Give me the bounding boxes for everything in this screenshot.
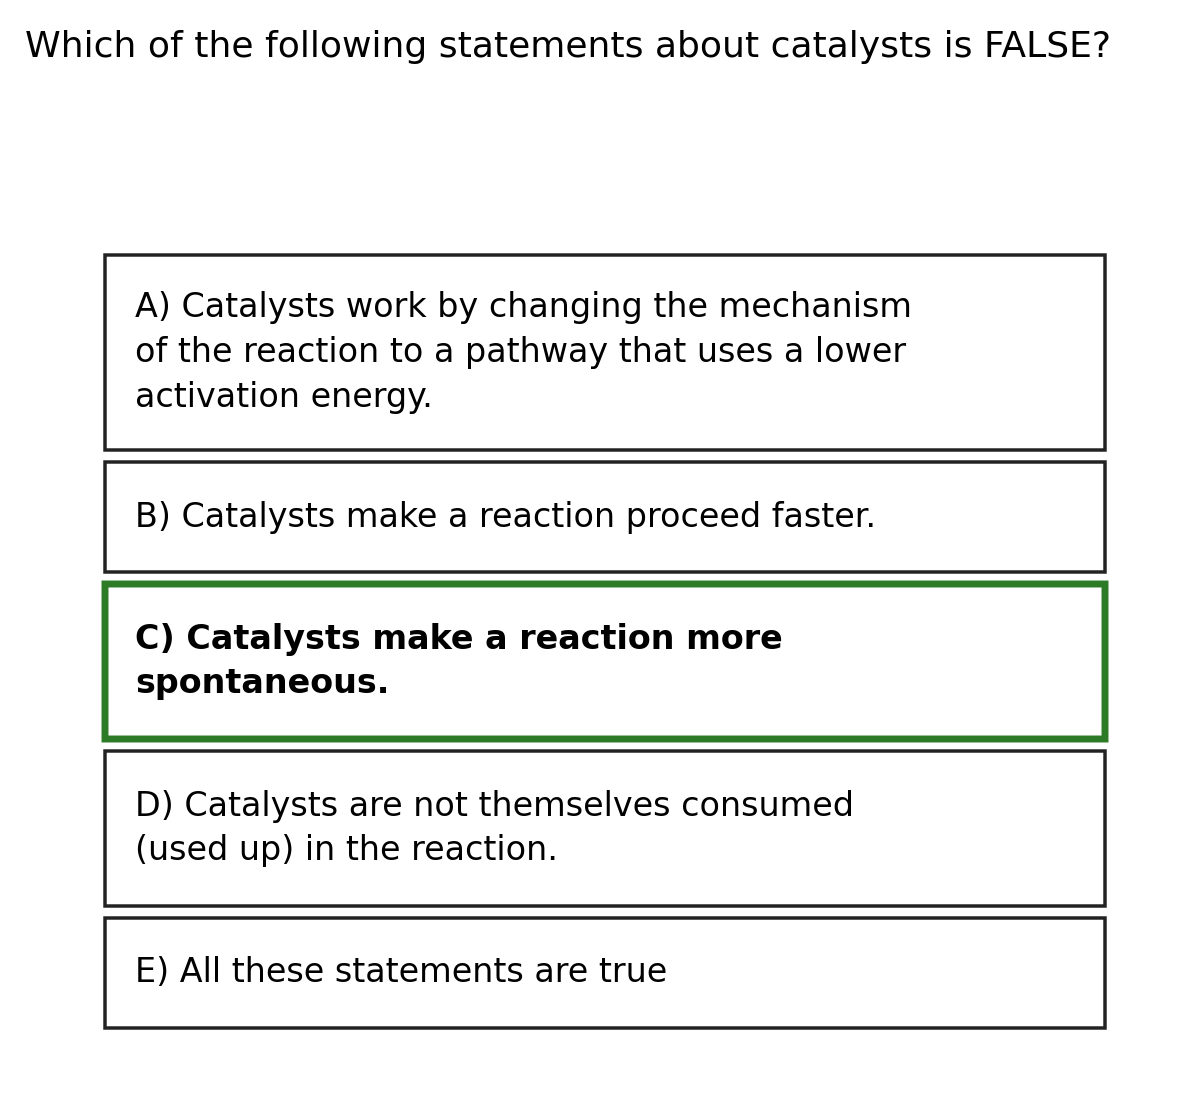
Text: C) Catalysts make a reaction more
spontaneous.: C) Catalysts make a reaction more sponta… [134,623,782,701]
FancyBboxPatch shape [106,584,1105,739]
Text: D) Catalysts are not themselves consumed
(used up) in the reaction.: D) Catalysts are not themselves consumed… [134,789,854,868]
FancyBboxPatch shape [106,751,1105,906]
FancyBboxPatch shape [106,255,1105,450]
FancyBboxPatch shape [106,918,1105,1029]
FancyBboxPatch shape [106,462,1105,572]
Text: B) Catalysts make a reaction proceed faster.: B) Catalysts make a reaction proceed fas… [134,501,876,533]
Text: A) Catalysts work by changing the mechanism
of the reaction to a pathway that us: A) Catalysts work by changing the mechan… [134,292,912,413]
Text: Which of the following statements about catalysts is FALSE?: Which of the following statements about … [25,30,1111,64]
Text: E) All these statements are true: E) All these statements are true [134,956,667,989]
